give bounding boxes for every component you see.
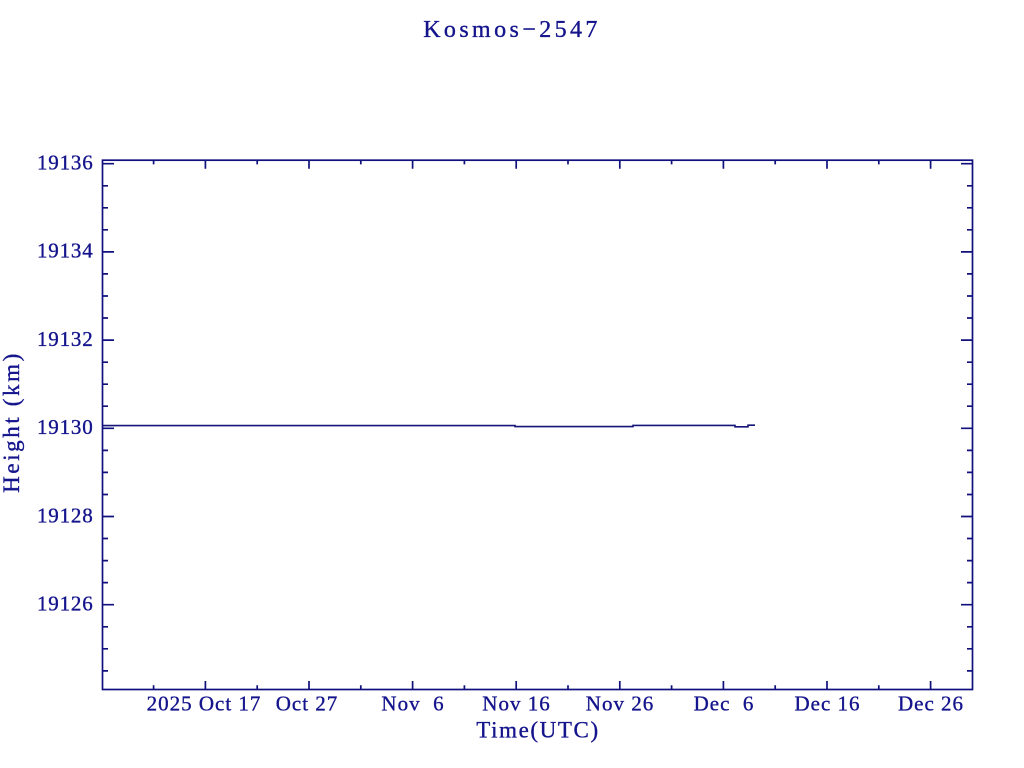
svg-text:Nov 26: Nov 26	[586, 692, 654, 716]
svg-text:19136: 19136	[37, 151, 94, 175]
svg-text:Nov 6: Nov 6	[381, 692, 444, 716]
svg-text:19134: 19134	[37, 239, 94, 263]
svg-text:Dec 6: Dec 6	[694, 692, 755, 716]
svg-text:Dec 16: Dec 16	[794, 692, 860, 716]
svg-text:19128: 19128	[37, 503, 94, 527]
svg-text:Height (km): Height (km)	[0, 351, 24, 493]
svg-text:Dec 26: Dec 26	[898, 692, 964, 716]
svg-text:Time(UTC): Time(UTC)	[476, 718, 599, 743]
svg-text:Kosmos−2547: Kosmos−2547	[423, 17, 601, 43]
svg-text:19126: 19126	[37, 592, 94, 616]
svg-text:19132: 19132	[37, 327, 94, 351]
svg-text:2025 Oct 17: 2025 Oct 17	[147, 692, 262, 716]
svg-text:19130: 19130	[37, 415, 94, 439]
svg-text:Nov 16: Nov 16	[482, 692, 550, 716]
svg-text:Oct 27: Oct 27	[276, 692, 339, 716]
